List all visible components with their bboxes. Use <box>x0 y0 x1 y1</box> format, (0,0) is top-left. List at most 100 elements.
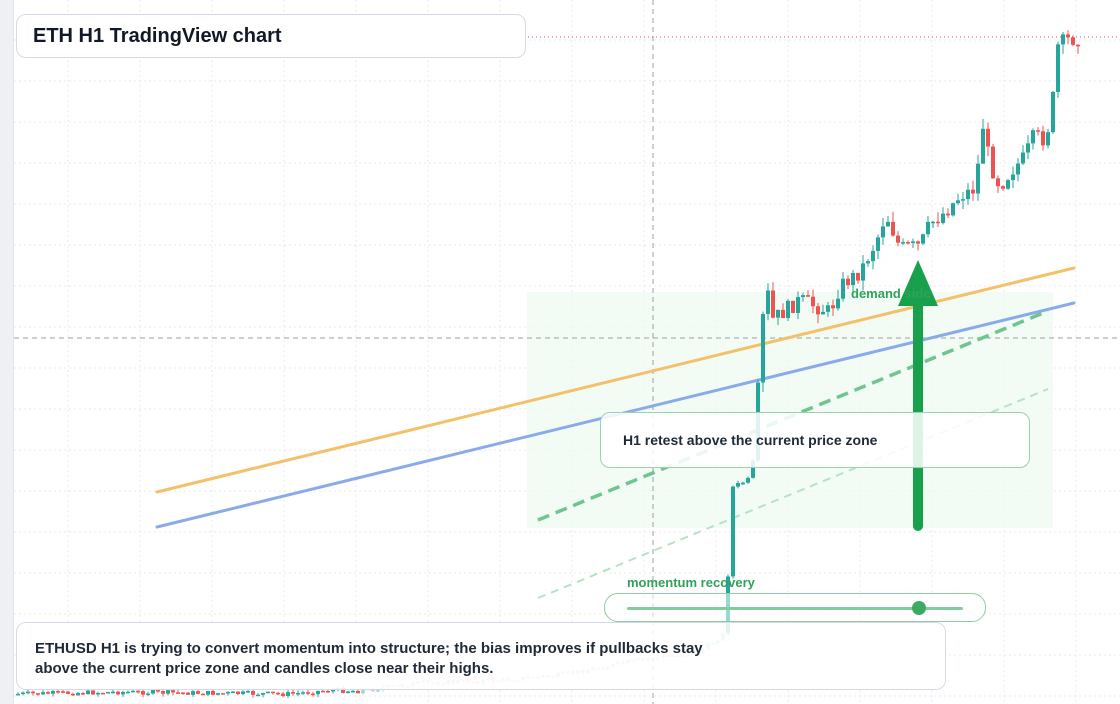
momentum-slider-handle[interactable] <box>912 601 927 615</box>
candle-body <box>166 690 170 694</box>
candle-body <box>1026 143 1030 153</box>
candle-body <box>1031 130 1035 144</box>
candle-body <box>101 692 105 695</box>
candle-body <box>51 691 55 694</box>
candle-body <box>181 692 185 695</box>
candle-body <box>266 691 270 694</box>
candle-body <box>106 691 110 694</box>
candle-body <box>201 693 205 696</box>
candle-body <box>921 234 925 244</box>
page-title: ETH H1 TradingView chart <box>33 24 282 47</box>
candle-body <box>916 241 920 244</box>
candle-body <box>56 691 60 693</box>
candle-body <box>316 690 320 695</box>
candle-body <box>46 692 50 694</box>
candle-body <box>956 200 960 204</box>
candle-body <box>146 693 150 696</box>
candle-body <box>121 692 125 695</box>
candle-body <box>1016 163 1020 175</box>
candle-body <box>281 693 285 696</box>
candle-body <box>776 309 780 318</box>
candle-body <box>896 235 900 243</box>
momentum-slider-track <box>627 607 963 610</box>
candle-body <box>1076 44 1080 47</box>
candle-body <box>111 691 115 694</box>
candle-body <box>851 272 855 286</box>
candle-body <box>236 691 240 695</box>
candle-body <box>876 237 880 251</box>
candle-body <box>996 178 1000 187</box>
candle-body <box>731 486 735 577</box>
retest-label: H1 retest above the current price zone <box>623 432 878 448</box>
candle-body <box>1041 131 1045 146</box>
candle-body <box>761 313 765 383</box>
candle-body <box>291 692 295 694</box>
retest-callout: H1 retest above the current price zone <box>600 412 1030 468</box>
candle-body <box>801 295 805 298</box>
candle-body <box>941 213 945 224</box>
candle-body <box>246 691 250 693</box>
candle-body <box>806 295 810 297</box>
candle-body <box>261 692 265 695</box>
candle-body <box>206 690 210 695</box>
candle-body <box>1006 180 1010 189</box>
candle-body <box>931 221 935 224</box>
candle-body <box>991 146 995 179</box>
candle-body <box>816 306 820 315</box>
summary-card: ETHUSD H1 is trying to convert momentum … <box>16 622 946 690</box>
candle-body <box>76 693 80 696</box>
candle-body <box>906 242 910 244</box>
candle-body <box>951 203 955 216</box>
candle-body <box>71 693 75 696</box>
candle-body <box>171 690 175 693</box>
candle-body <box>41 692 45 695</box>
candle-body <box>66 691 70 694</box>
summary-line-2: above the current price zone and candles… <box>35 660 494 677</box>
candle-body <box>886 221 890 227</box>
candle-body <box>856 272 860 281</box>
demand-zone-label: demand side <box>851 286 931 301</box>
candle-body <box>821 311 825 315</box>
candle-body <box>346 691 350 694</box>
candle-body <box>141 691 145 695</box>
candle-body <box>361 689 365 694</box>
candle-body <box>751 460 755 478</box>
candle-body <box>331 689 335 692</box>
candle-body <box>226 691 230 694</box>
candle-body <box>901 242 905 244</box>
candle-body <box>286 692 290 696</box>
candle-body <box>871 250 875 262</box>
candle-body <box>846 278 850 286</box>
candle-body <box>1071 37 1075 45</box>
title-card: ETH H1 TradingView chart <box>16 14 526 58</box>
candle-body <box>31 691 35 694</box>
candle-body <box>116 691 120 695</box>
candle-body <box>966 189 970 200</box>
candle-body <box>161 691 165 694</box>
channel-line-lower <box>537 388 1049 599</box>
candle-body <box>91 690 95 695</box>
candle-body <box>1036 130 1040 132</box>
candle-body <box>251 691 255 695</box>
candle-body <box>306 692 310 694</box>
candle-body <box>131 690 135 693</box>
candle-body <box>351 690 355 693</box>
candle-body <box>1046 132 1050 146</box>
candle-body <box>746 477 750 483</box>
candle-body <box>861 263 865 281</box>
candle-body <box>36 693 40 695</box>
candle-body <box>881 226 885 238</box>
candle-body <box>891 221 895 236</box>
candle-body <box>1001 186 1005 189</box>
candle-body <box>96 692 100 695</box>
candle-body <box>1011 174 1015 181</box>
candle-body <box>836 298 840 309</box>
summary-line-1: ETHUSD H1 is trying to convert momentum … <box>35 640 703 657</box>
candle-body <box>976 163 980 194</box>
candle-body <box>191 691 195 695</box>
left-scale-edge <box>0 0 14 704</box>
candle-body <box>771 290 775 318</box>
candle-body <box>311 693 315 696</box>
momentum-slider[interactable] <box>604 593 986 622</box>
